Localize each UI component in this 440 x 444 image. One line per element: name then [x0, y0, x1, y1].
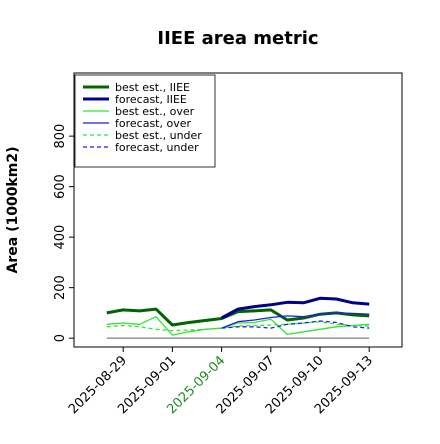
series-line [106, 321, 370, 332]
legend-label: forecast, over [115, 117, 191, 130]
legend-label: forecast, IIEE [115, 93, 187, 106]
series-line [220, 296, 370, 320]
series-line [221, 320, 370, 329]
legend-label: best est., IIEE [115, 81, 190, 94]
plot-frame [73, 72, 403, 348]
legend-box [74, 74, 216, 168]
y-tick-label: 400 [53, 225, 68, 250]
legend-label: best est., under [115, 129, 202, 142]
y-tick-label: 0 [53, 334, 68, 342]
series-line [106, 316, 370, 336]
y-tick-label: 800 [53, 124, 68, 149]
legend-label: forecast, under [115, 141, 199, 154]
y-axis-label: Area (1000km2) [5, 147, 21, 274]
series-line [221, 312, 370, 329]
legend-label: best est., over [115, 105, 195, 118]
chart-title: IIEE area metric [157, 28, 318, 49]
y-tick-label: 200 [53, 275, 68, 300]
y-tick-label: 600 [53, 174, 68, 199]
